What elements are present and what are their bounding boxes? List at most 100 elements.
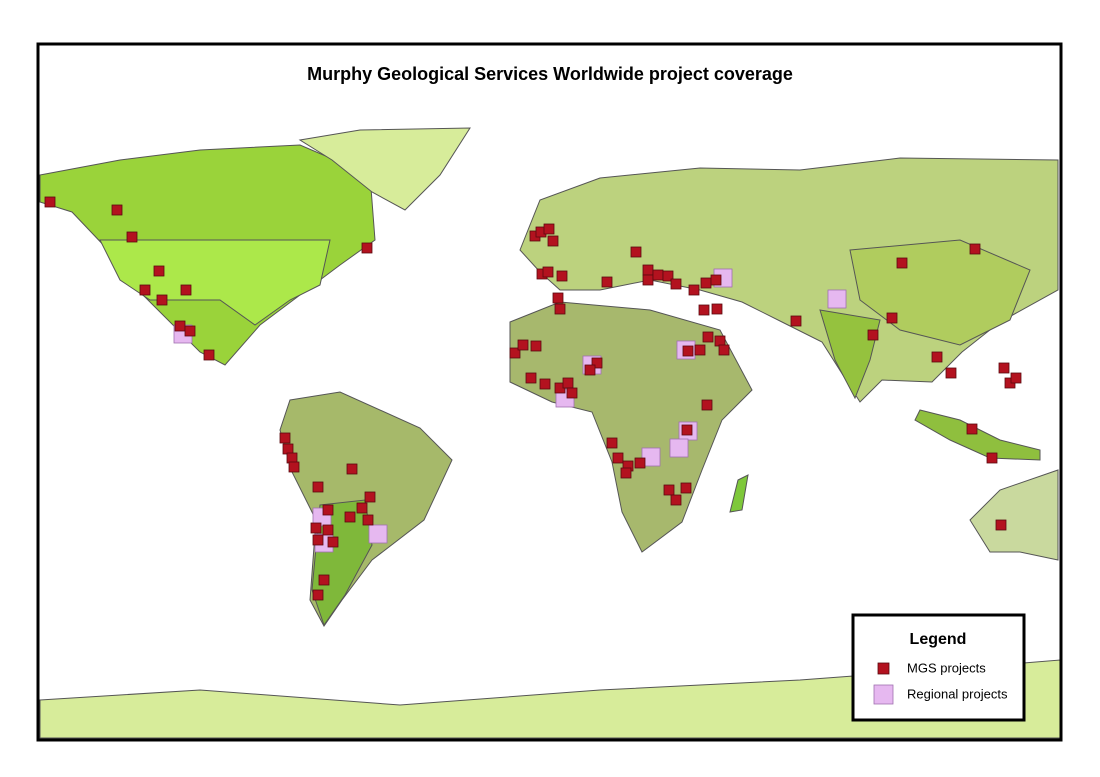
mgs-project-marker [362, 514, 374, 526]
legend-label: Regional projects [907, 686, 1008, 701]
mgs-project-marker [896, 257, 908, 269]
mgs-project-marker [312, 534, 324, 546]
mgs-project-marker [682, 345, 694, 357]
mgs-project-marker [652, 269, 664, 281]
mgs-project-marker [680, 482, 692, 494]
mgs-project-marker [517, 339, 529, 351]
mgs-project-marker [606, 437, 618, 449]
mgs-project-marker [670, 494, 682, 506]
legend-title: Legend [910, 631, 967, 648]
mgs-project-marker [584, 364, 596, 376]
mgs-project-marker [966, 423, 978, 435]
mgs-project-marker [566, 387, 578, 399]
mgs-project-marker [153, 265, 165, 277]
mgs-project-marker [318, 574, 330, 586]
mgs-project-marker [282, 443, 294, 455]
mgs-project-marker [547, 235, 559, 247]
mgs-project-marker [552, 292, 564, 304]
mgs-project-marker [867, 329, 879, 341]
mgs-project-marker [286, 452, 298, 464]
mgs-project-marker [630, 246, 642, 258]
eurasia [519, 157, 1059, 403]
mgs-project-marker [662, 270, 674, 282]
mgs-project-marker [356, 502, 368, 514]
mgs-project-marker [312, 481, 324, 493]
india [819, 309, 881, 400]
mgs-project-marker [44, 196, 56, 208]
mgs-project-marker [711, 303, 723, 315]
mgs-project-marker [184, 325, 196, 337]
mgs-project-marker [346, 463, 358, 475]
mgs-project-marker [663, 484, 675, 496]
mgs-project-marker [601, 276, 613, 288]
mgs-project-marker [634, 457, 646, 469]
mgs-project-marker [288, 461, 300, 473]
mgs-project-marker [562, 377, 574, 389]
mgs-project-marker [203, 349, 215, 361]
legend-symbol [873, 684, 894, 705]
mgs-project-marker [681, 424, 693, 436]
mgs-project-marker [126, 231, 138, 243]
mgs-project-marker [361, 242, 373, 254]
mgs-project-marker [886, 312, 898, 324]
legend-symbol [877, 662, 890, 675]
mgs-project-marker [139, 284, 151, 296]
markers [44, 196, 1022, 601]
mgs-project-marker [327, 536, 339, 548]
mgs-project-marker [702, 331, 714, 343]
usa [99, 239, 331, 326]
mgs-project-marker [701, 399, 713, 411]
mgs-project-marker [364, 491, 376, 503]
mgs-project-marker [111, 204, 123, 216]
regional-project-marker [827, 289, 847, 309]
mgs-project-marker [790, 315, 802, 327]
mgs-project-marker [591, 357, 603, 369]
map-title: Murphy Geological Services Worldwide pro… [307, 64, 793, 84]
mgs-project-marker [688, 284, 700, 296]
regional-project-marker [368, 524, 388, 544]
legend-label: MGS projects [907, 660, 986, 675]
mgs-project-marker [322, 524, 334, 536]
mgs-project-marker [525, 372, 537, 384]
mgs-project-marker [279, 432, 291, 444]
mgs-project-marker [180, 284, 192, 296]
mgs-project-marker [612, 452, 624, 464]
mgs-project-marker [554, 303, 566, 315]
legend: Legend MGS projects Regional projects [851, 613, 1026, 722]
mgs-project-marker [530, 340, 542, 352]
mgs-project-marker [945, 367, 957, 379]
mgs-project-marker [1010, 372, 1022, 384]
mgs-project-marker [931, 351, 943, 363]
mgs-project-marker [986, 452, 998, 464]
mgs-project-marker [322, 504, 334, 516]
map-frame [36, 42, 1063, 742]
mgs-project-marker [710, 274, 722, 286]
greenland [298, 127, 471, 211]
madagascar [729, 474, 749, 513]
regional-project-marker [669, 438, 689, 458]
mgs-project-marker [310, 522, 322, 534]
mgs-project-marker [718, 344, 730, 356]
mgs-project-marker [995, 519, 1007, 531]
mgs-project-marker [642, 264, 654, 276]
mgs-project-marker [698, 304, 710, 316]
mgs-project-marker [700, 277, 712, 289]
mgs-project-marker [694, 344, 706, 356]
mgs-project-marker [312, 589, 324, 601]
mgs-project-marker [556, 270, 568, 282]
mgs-project-marker [156, 294, 168, 306]
mgs-project-marker [969, 243, 981, 255]
mgs-project-marker [714, 335, 726, 347]
australia [969, 469, 1059, 561]
mgs-project-marker [998, 362, 1010, 374]
mgs-project-marker [642, 274, 654, 286]
mgs-project-marker [509, 347, 521, 359]
mgs-project-marker [539, 378, 551, 390]
mgs-project-marker [542, 266, 554, 278]
mgs-project-marker [670, 278, 682, 290]
mgs-project-marker [543, 223, 555, 235]
mgs-project-marker [620, 467, 632, 479]
mgs-project-marker [344, 511, 356, 523]
